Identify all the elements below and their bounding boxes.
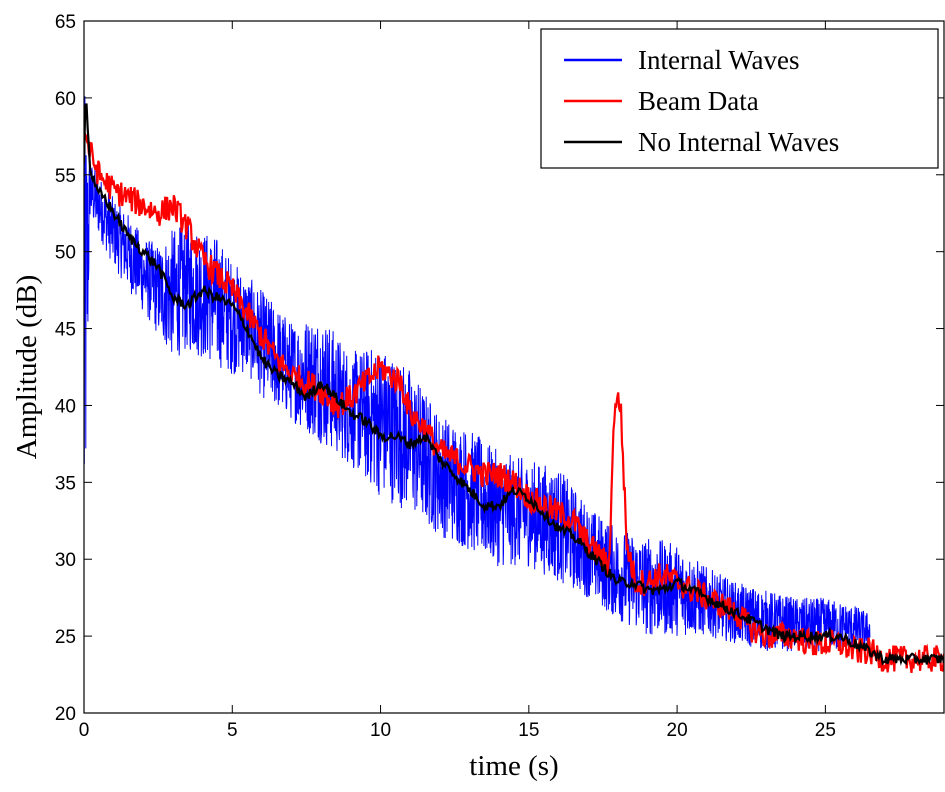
x-axis-title: time (s) xyxy=(469,750,558,782)
x-tick-label: 15 xyxy=(518,720,539,741)
legend-label-no-internal-waves: No Internal Waves xyxy=(638,127,839,157)
y-tick-label: 40 xyxy=(55,396,76,417)
x-tick-label: 20 xyxy=(667,720,688,741)
y-tick-label: 50 xyxy=(55,243,76,264)
y-tick-label: 35 xyxy=(55,473,76,494)
x-tick-label: 5 xyxy=(227,720,238,741)
legend-label-internal-waves: Internal Waves xyxy=(638,45,800,75)
y-tick-label: 30 xyxy=(55,550,76,571)
y-tick-label: 65 xyxy=(55,12,76,33)
y-tick-label: 25 xyxy=(55,627,76,648)
y-tick-label: 20 xyxy=(55,704,76,725)
x-tick-label: 0 xyxy=(79,720,90,741)
y-tick-label: 55 xyxy=(55,166,76,187)
y-tick-label: 45 xyxy=(55,320,76,341)
x-tick-label: 10 xyxy=(370,720,391,741)
legend-label-beam-data: Beam Data xyxy=(638,86,759,116)
y-tick-label: 60 xyxy=(55,89,76,110)
legend: Internal Waves Beam Data No Internal Wav… xyxy=(541,29,938,168)
x-tick-label: 25 xyxy=(815,720,836,741)
y-axis-title: Amplitude (dB) xyxy=(11,275,43,459)
